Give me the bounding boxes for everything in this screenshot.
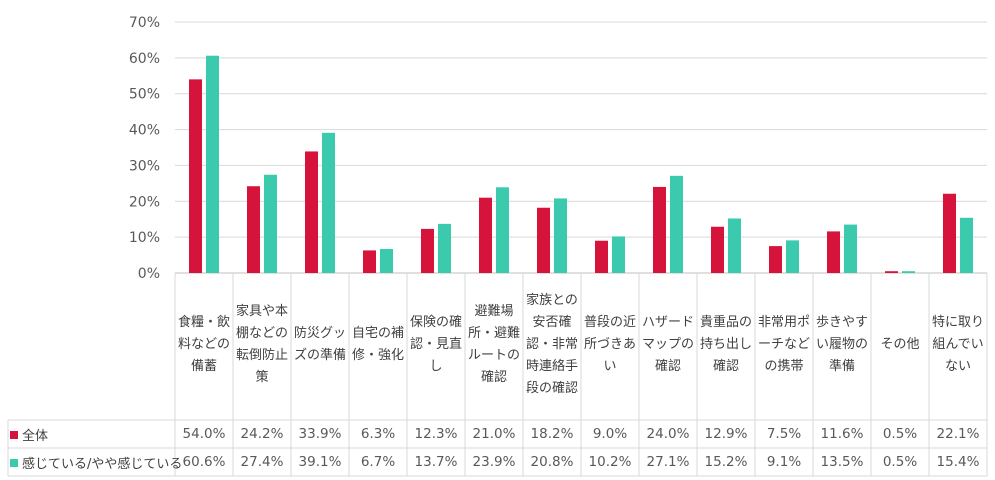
data-label: 15.4%	[936, 454, 980, 470]
category-label: 食糧・飲料などの備蓄	[177, 315, 230, 374]
category-label: 避難場所・避難ルートの確認	[467, 304, 520, 385]
y-tick-label: 20%	[129, 194, 160, 210]
data-label: 54.0%	[182, 426, 226, 442]
data-label: 24.0%	[646, 426, 690, 442]
data-label: 9.1%	[766, 454, 802, 470]
category-label: 防災グッズの準備	[293, 326, 346, 363]
bar-feeling	[380, 248, 393, 273]
data-label: 10.2%	[588, 454, 632, 470]
data-label: 12.9%	[704, 426, 748, 442]
y-tick-label: 40%	[129, 123, 160, 139]
data-label: 12.3%	[414, 426, 458, 442]
category-label: 家具や本棚などの転倒防止策	[235, 304, 288, 385]
data-label: 11.6%	[820, 426, 864, 442]
bar-feeling	[844, 224, 857, 273]
data-label: 15.2%	[704, 454, 748, 470]
legend-swatch	[10, 459, 18, 467]
bar-feeling	[264, 174, 277, 273]
bar-feeling	[496, 187, 509, 273]
legend-label: 感じている/やや感じている	[22, 457, 183, 472]
data-label: 0.5%	[882, 454, 918, 470]
bar-feeling	[786, 240, 799, 273]
bar-overall	[247, 186, 260, 273]
data-label: 33.9%	[298, 426, 342, 442]
data-label: 20.8%	[530, 454, 574, 470]
bar-overall	[537, 207, 550, 273]
category-label: ハザードマップの確認	[641, 315, 694, 374]
category-label: 特に取り組んでいない	[931, 315, 984, 374]
bar-overall	[595, 240, 608, 273]
data-label: 22.1%	[936, 426, 980, 442]
data-label: 27.1%	[646, 454, 690, 470]
category-label: その他	[880, 337, 920, 352]
legend-swatch	[10, 431, 18, 439]
y-tick-label: 70%	[129, 15, 160, 31]
data-label: 23.9%	[472, 454, 516, 470]
category-label: 非常用ポーチなどの携帯	[757, 315, 810, 374]
data-label: 27.4%	[240, 454, 284, 470]
data-label: 6.3%	[360, 426, 396, 442]
bar-overall	[363, 250, 376, 273]
y-tick-label: 10%	[129, 230, 160, 246]
bar-feeling	[728, 218, 741, 273]
category-label: 家族との安否確認・非常時連絡手段の確認	[525, 293, 578, 396]
y-tick-label: 50%	[129, 87, 160, 103]
data-label: 39.1%	[298, 454, 342, 470]
data-label: 7.5%	[766, 426, 802, 442]
legend-label: 全体	[22, 429, 49, 444]
data-label: 18.2%	[530, 426, 574, 442]
data-label: 13.5%	[820, 454, 864, 470]
bar-feeling	[322, 132, 335, 273]
bar-feeling	[960, 217, 973, 273]
category-label: 自宅の補修・強化	[351, 326, 404, 363]
bar-overall	[189, 79, 202, 273]
y-tick-label: 30%	[129, 158, 160, 174]
bar-overall	[827, 231, 840, 273]
y-tick-label: 0%	[138, 266, 160, 282]
bar-feeling	[670, 175, 683, 273]
category-label: 歩きやすい履物の準備	[815, 315, 868, 374]
category-label: 貴重品の持ち出し確認	[699, 315, 752, 374]
bar-overall	[421, 228, 434, 273]
bar-feeling	[206, 55, 219, 273]
bar-overall	[769, 246, 782, 273]
bar-feeling	[612, 236, 625, 273]
bar-feeling	[554, 198, 567, 273]
bar-overall	[305, 151, 318, 273]
data-label: 60.6%	[182, 454, 226, 470]
data-label: 9.0%	[592, 426, 628, 442]
bar-overall	[885, 271, 898, 273]
bar-feeling	[438, 223, 451, 273]
data-label: 0.5%	[882, 426, 918, 442]
data-label: 21.0%	[472, 426, 516, 442]
data-label: 6.7%	[360, 454, 396, 470]
bar-feeling	[902, 271, 915, 273]
category-label: 保険の確認・見直し	[409, 315, 462, 374]
category-label: 普段の近所づきあい	[583, 315, 636, 374]
bar-overall	[653, 186, 666, 273]
data-label: 24.2%	[240, 426, 284, 442]
y-tick-label: 60%	[129, 51, 160, 67]
bar-overall	[943, 193, 956, 273]
bar-overall	[711, 226, 724, 273]
legend-entry: 全体	[10, 425, 48, 444]
data-label: 13.7%	[414, 454, 458, 470]
legend-entry: 感じている/やや感じている	[10, 453, 182, 472]
bar-overall	[479, 197, 492, 273]
